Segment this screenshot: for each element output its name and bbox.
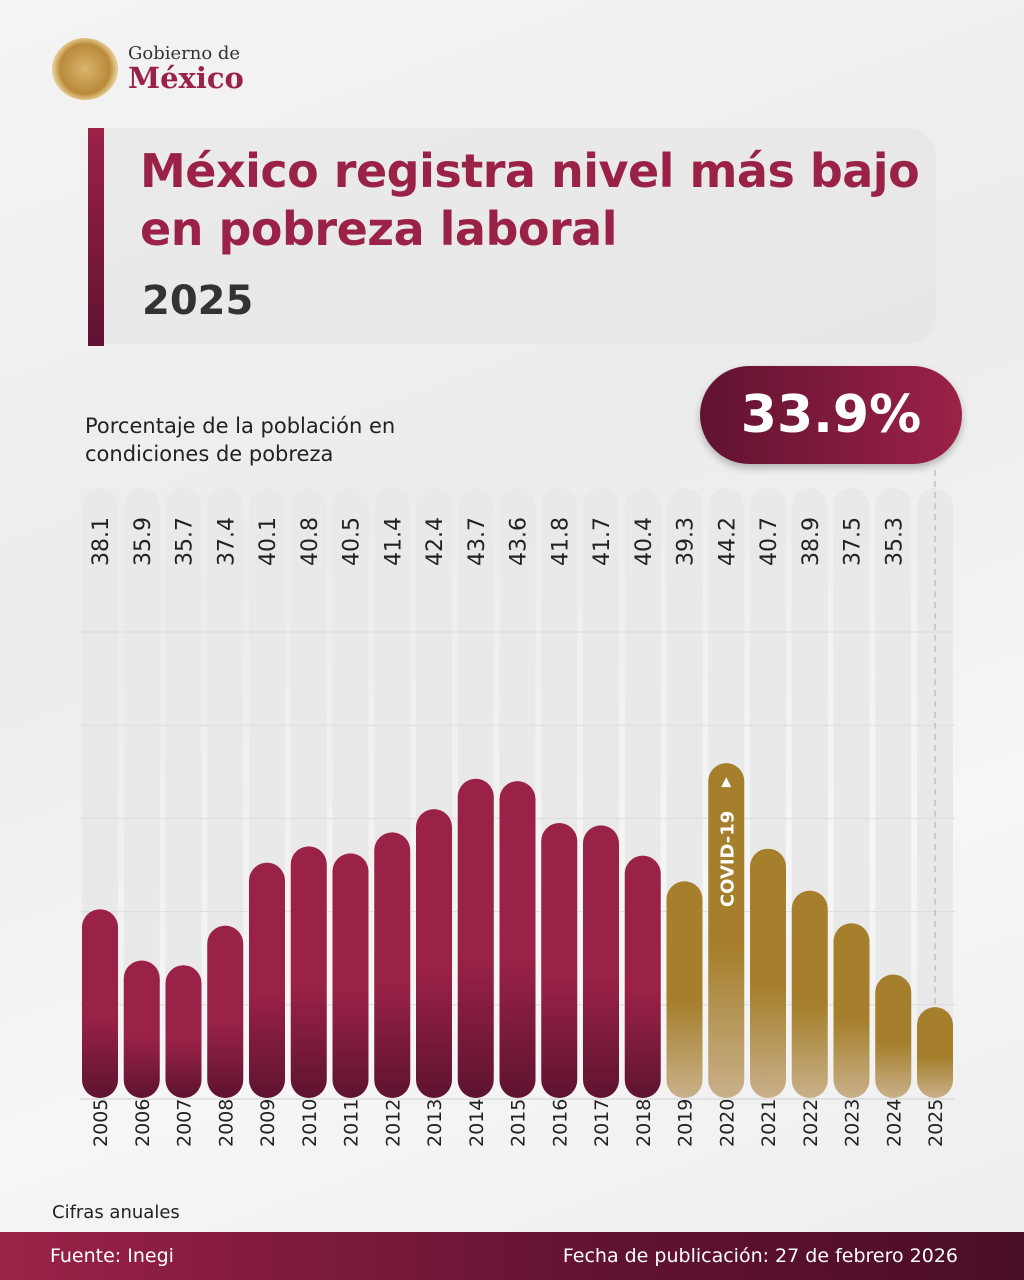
x-tick-2014: 2014	[466, 1099, 488, 1147]
logo-line2: México	[128, 60, 244, 95]
value-label-2020: 44.2	[715, 517, 740, 566]
source-text: Fuente: Inegi	[50, 1245, 174, 1267]
bar-2023	[833, 923, 870, 1098]
x-tick-2007: 2007	[174, 1099, 196, 1147]
value-label-2006: 35.9	[131, 517, 156, 566]
value-label-2021: 40.7	[757, 517, 782, 566]
value-label-2019: 39.3	[674, 517, 699, 566]
x-tick-2005: 2005	[90, 1099, 112, 1147]
page-title: México registra nivel más bajo en pobrez…	[140, 144, 920, 256]
x-tick-2015: 2015	[508, 1099, 530, 1147]
bar-2007	[165, 965, 202, 1098]
x-tick-2023: 2023	[842, 1099, 864, 1147]
title-accent-bar	[88, 128, 104, 346]
publication-date: Fecha de publicación: 27 de febrero 2026	[562, 1245, 958, 1267]
title-panel	[100, 128, 936, 344]
bar-2025	[917, 1007, 953, 1098]
bar-track	[875, 488, 912, 1098]
value-label-2023: 37.5	[841, 517, 866, 566]
x-tick-2016: 2016	[549, 1099, 571, 1147]
bar-2014	[457, 778, 494, 1098]
triangle-up-icon	[721, 777, 732, 788]
gobierno-logo: Gobierno de México	[52, 38, 244, 100]
bar-track	[123, 488, 160, 1098]
x-tick-2006: 2006	[132, 1099, 154, 1147]
x-tick-2025: 2025	[925, 1099, 947, 1147]
bar-2012	[374, 832, 411, 1098]
x-tick-2019: 2019	[675, 1099, 697, 1147]
footer: Fuente: Inegi Fecha de publicación: 27 d…	[0, 1232, 1024, 1280]
note-text: Cifras anuales	[52, 1202, 180, 1223]
x-tick-2022: 2022	[800, 1099, 822, 1147]
x-tick-2010: 2010	[299, 1099, 321, 1147]
x-tick-2009: 2009	[257, 1099, 279, 1147]
bar-2024	[875, 974, 912, 1098]
x-tick-2011: 2011	[341, 1099, 363, 1147]
x-tick-2020: 2020	[716, 1099, 738, 1147]
title-year: 2025	[142, 278, 254, 324]
subtitle-line1: Porcentaje de la población en	[85, 414, 396, 438]
bar-2013	[416, 809, 452, 1098]
logo-line1: Gobierno de	[128, 42, 241, 64]
bar-2015	[499, 781, 536, 1098]
subtitle-line2: condiciones de pobreza	[85, 442, 334, 466]
bar-2005	[82, 909, 118, 1098]
bar-2018	[624, 855, 661, 1098]
value-label-2022: 38.9	[799, 517, 824, 566]
value-label-2016: 41.8	[548, 517, 573, 566]
x-tick-2024: 2024	[883, 1099, 905, 1147]
x-tick-2008: 2008	[215, 1099, 237, 1147]
bar-2010	[290, 846, 327, 1098]
value-label-2010: 40.8	[298, 517, 323, 566]
bar-2021	[750, 848, 786, 1098]
value-label-2011: 40.5	[340, 517, 365, 566]
bar-2017	[583, 825, 619, 1098]
bar-2011	[332, 853, 369, 1098]
chart-subtitle: Porcentaje de la población en condiciones…	[85, 412, 395, 468]
x-tick-2021: 2021	[758, 1099, 780, 1147]
bar-2008	[207, 925, 244, 1098]
covid-annotation: COVID-19	[717, 811, 738, 907]
bar-2020	[708, 763, 745, 1098]
value-label-2014: 43.7	[465, 517, 490, 566]
value-label-2008: 37.4	[214, 517, 239, 566]
value-label-2012: 41.4	[381, 517, 406, 566]
x-tick-2012: 2012	[382, 1099, 404, 1147]
x-tick-2013: 2013	[424, 1099, 446, 1147]
value-label-2013: 42.4	[423, 517, 448, 566]
highlight-badge: 33.9%	[700, 366, 962, 464]
bar-2006	[123, 960, 160, 1098]
value-label-2018: 40.4	[632, 517, 657, 566]
bar-2022	[791, 890, 828, 1098]
bar-2016	[541, 823, 578, 1098]
value-label-2015: 43.6	[507, 517, 532, 566]
national-seal-icon	[52, 38, 118, 100]
value-label-2024: 35.3	[882, 517, 907, 566]
value-label-2017: 41.7	[590, 517, 615, 566]
x-tick-2018: 2018	[633, 1099, 655, 1147]
value-label-2007: 35.7	[173, 517, 198, 566]
bar-2019	[666, 881, 703, 1098]
x-tick-2017: 2017	[591, 1099, 613, 1147]
bar-2009	[249, 862, 285, 1098]
value-label-2005: 38.1	[89, 517, 114, 566]
value-label-2009: 40.1	[256, 517, 281, 566]
bar-track	[165, 488, 202, 1098]
